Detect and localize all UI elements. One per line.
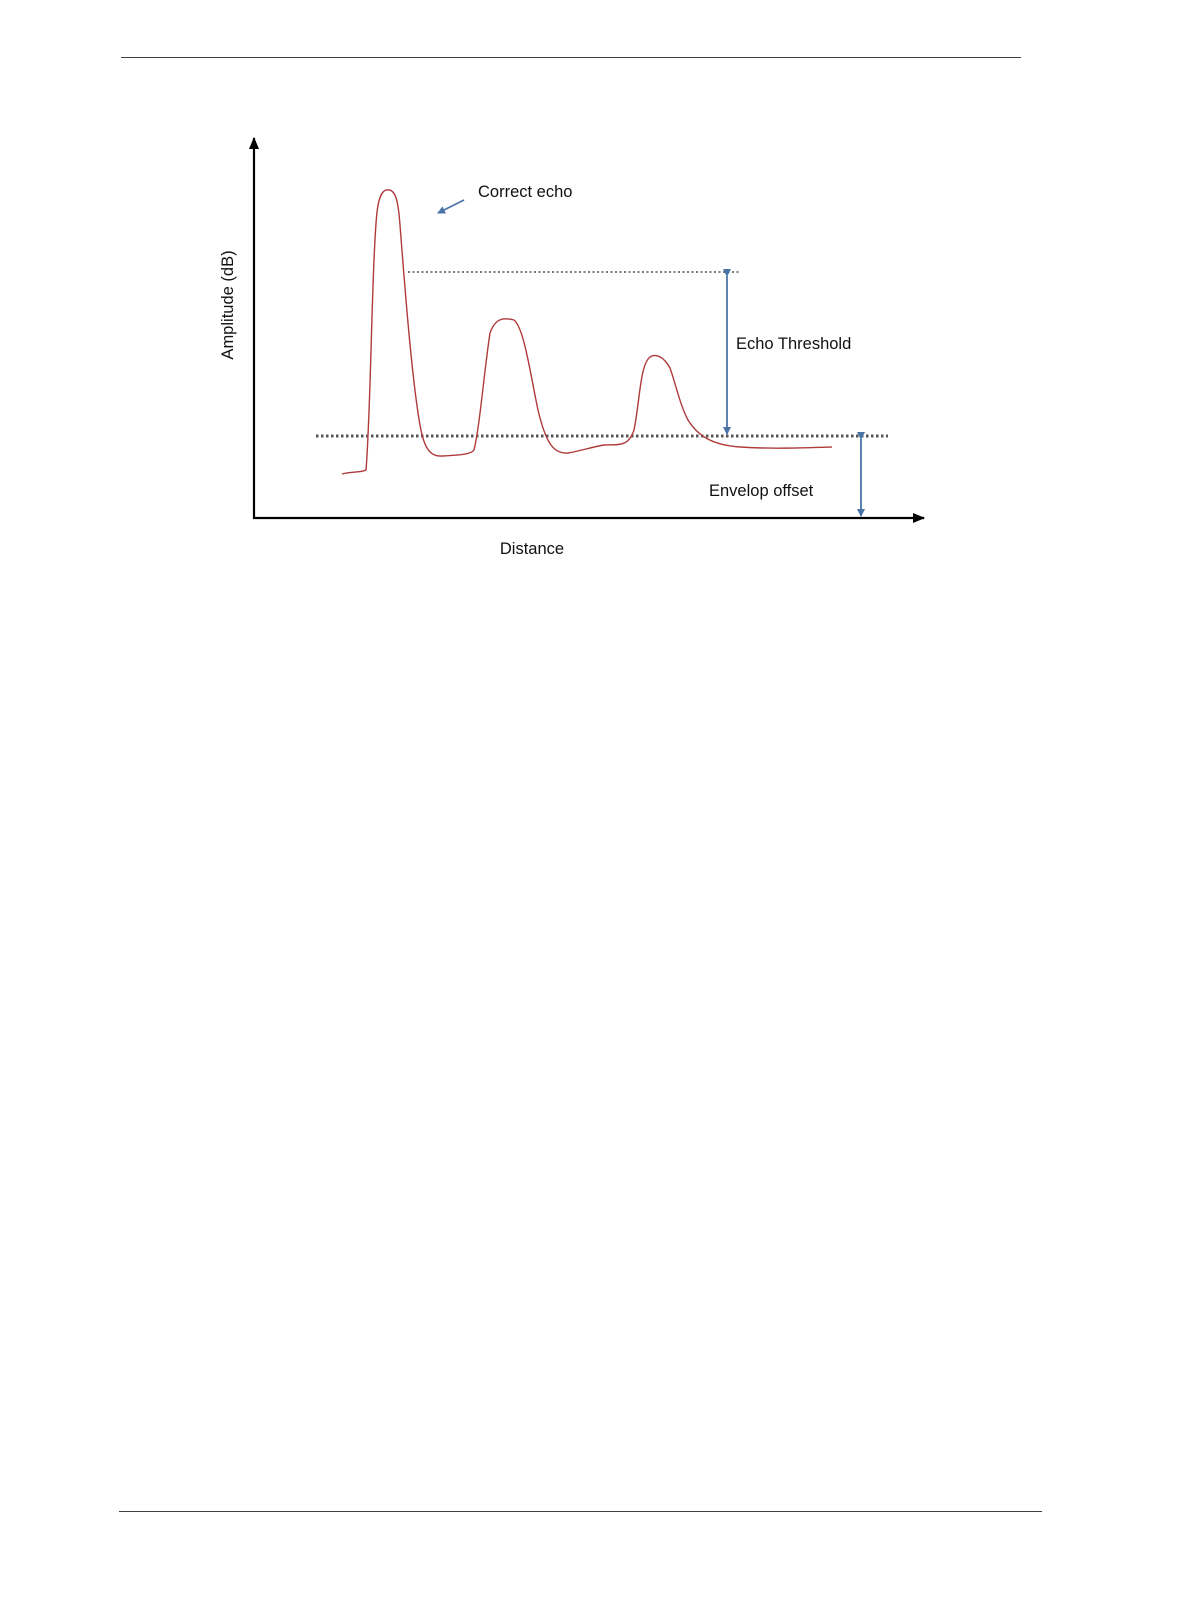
y-axis-label: Amplitude (dB): [219, 250, 237, 359]
correct-echo-label: Correct echo: [478, 183, 572, 201]
page-footer-rule: [119, 1511, 1042, 1512]
echo-threshold-label: Echo Threshold: [736, 335, 851, 353]
x-axis-label: Distance: [500, 540, 564, 558]
envelop-offset-label: Envelop offset: [709, 482, 814, 500]
correct-echo-pointer: [437, 199, 465, 214]
page-header-rule: [121, 57, 1021, 58]
echo-curve: [341, 189, 833, 475]
